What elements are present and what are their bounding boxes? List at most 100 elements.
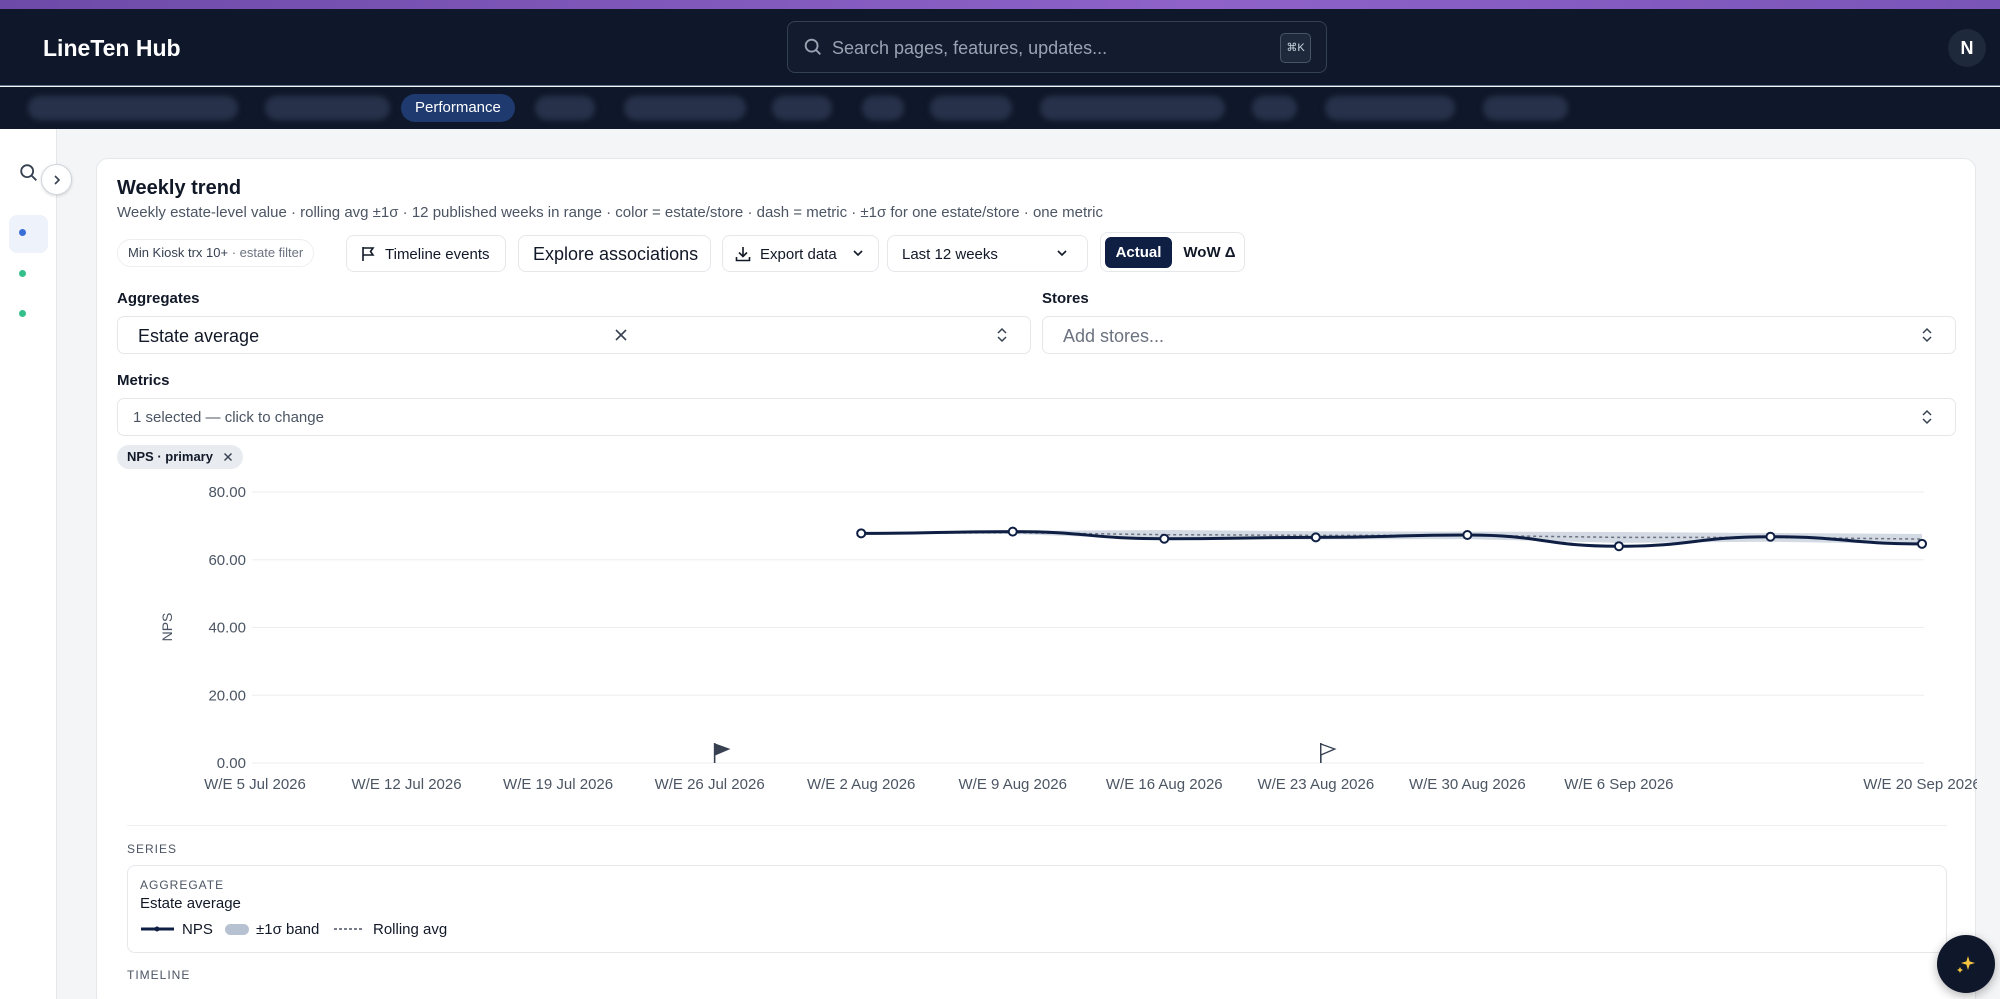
series-heading: SERIES xyxy=(127,842,178,856)
x-tick-label: W/E 12 Jul 2026 xyxy=(352,776,462,793)
series-legend-box: AGGREGATE Estate average NPS ±1σ band Ro… xyxy=(127,865,1947,953)
nps-data-point xyxy=(1917,538,1927,549)
x-tick-label: W/E 5 Jul 2026 xyxy=(204,776,306,793)
nps-data-point xyxy=(1765,531,1776,542)
nav-tab-blurred[interactable] xyxy=(1252,96,1297,120)
date-range-select[interactable]: Last 12 weeks xyxy=(887,235,1088,272)
mode-wow-button[interactable]: WoW Δ xyxy=(1183,244,1236,261)
global-search[interactable]: Search pages, features, updates... ⌘K xyxy=(787,21,1327,73)
top-bar: LineTen Hub Search pages, features, upda… xyxy=(0,9,2000,86)
nav-tab-blurred[interactable] xyxy=(624,96,746,120)
timeline-events-label: Timeline events xyxy=(385,246,490,263)
card-title: Weekly trend xyxy=(117,177,242,199)
section-nav: Performance xyxy=(0,87,2000,129)
metric-tag-nps: NPS · primary xyxy=(117,445,243,469)
section-divider xyxy=(127,825,1947,826)
sparkle-icon xyxy=(1957,956,1975,973)
sidebar-item-dot-icon[interactable] xyxy=(19,270,26,277)
series-group-label: AGGREGATE xyxy=(140,878,225,892)
legend-label-rolling: Rolling avg xyxy=(373,921,448,938)
aggregates-value: Estate average xyxy=(138,326,260,346)
timeline-events-button[interactable]: Timeline events xyxy=(346,235,506,272)
sidebar-expand-button[interactable] xyxy=(41,164,72,195)
legend-label-band: ±1σ band xyxy=(256,921,320,938)
x-tick-label: W/E 16 Aug 2026 xyxy=(1106,776,1223,793)
metrics-label: Metrics xyxy=(117,372,170,389)
flag-icon xyxy=(362,247,375,261)
nav-tab-blurred[interactable] xyxy=(862,96,904,120)
estate-filter-chip[interactable]: Min Kiosk trx 10+ · estate filter xyxy=(117,239,315,267)
event-flag-icon xyxy=(1320,743,1337,756)
explore-associations-button[interactable]: Explore associations xyxy=(518,235,711,272)
nav-tab-blurred[interactable] xyxy=(1483,96,1568,120)
sidebar-item-active[interactable] xyxy=(9,215,48,253)
nav-tab-blurred[interactable] xyxy=(1040,96,1225,120)
chevron-down-icon xyxy=(1057,250,1067,257)
nav-tab-blurred[interactable] xyxy=(930,96,1012,120)
nav-tab-blurred[interactable] xyxy=(1325,96,1455,120)
nav-tab-blurred[interactable] xyxy=(265,96,390,120)
estate-filter-suffix: · estate filter xyxy=(231,245,304,260)
stores-placeholder: Add stores... xyxy=(1063,326,1165,346)
x-tick-label: W/E 26 Jul 2026 xyxy=(655,776,765,793)
explore-associations-label: Explore associations xyxy=(533,244,699,264)
y-tick-label: 20.00 xyxy=(208,687,246,704)
y-tick-label: 40.00 xyxy=(208,620,246,637)
metrics-select[interactable]: 1 selected — click to change xyxy=(117,398,1956,436)
select-arrows-icon xyxy=(1922,409,1932,425)
nav-tab-performance[interactable]: Performance xyxy=(401,94,515,122)
nav-tab-blurred[interactable] xyxy=(772,96,832,120)
nps-data-point xyxy=(1007,526,1018,537)
nav-tab-blurred[interactable] xyxy=(28,96,238,120)
weekly-trend-chart: 0.00 20.00 40.00 60.00 80.00 NPS W/E 5 Jul 202… xyxy=(159,484,1977,793)
legend-swatch-nps xyxy=(141,926,174,932)
user-avatar[interactable]: N xyxy=(1948,29,1986,67)
nps-data-point xyxy=(1159,533,1170,544)
chevron-right-icon xyxy=(54,175,61,185)
estate-filter-label: Min Kiosk trx 10+ xyxy=(128,245,229,260)
x-tick-label: W/E 30 Aug 2026 xyxy=(1409,776,1526,793)
value-mode-toggle: Actual WoW Δ xyxy=(1100,232,1245,272)
legend-swatch-rolling xyxy=(334,928,364,930)
event-flag-icon xyxy=(713,743,731,756)
date-range-value: Last 12 weeks xyxy=(902,246,998,263)
search-input[interactable]: Search pages, features, updates... xyxy=(832,38,1108,58)
timeline-heading: TIMELINE xyxy=(127,968,191,982)
x-tick-label: W/E 2 Aug 2026 xyxy=(807,776,915,793)
stores-select[interactable]: Add stores... xyxy=(1042,316,1956,354)
weekly-trend-card: Weekly trend Weekly estate-level value ·… xyxy=(96,158,1977,999)
y-tick-label: 0.00 xyxy=(217,755,246,772)
stores-label: Stores xyxy=(1042,290,1089,307)
assistant-button[interactable] xyxy=(1937,935,1995,993)
export-data-label: Export data xyxy=(760,246,837,263)
remove-tag-icon[interactable] xyxy=(223,452,233,462)
export-data-button[interactable]: Export data xyxy=(722,235,879,272)
nps-data-point xyxy=(1613,541,1624,552)
sidebar-search-icon[interactable] xyxy=(18,162,40,184)
aggregates-select[interactable]: Estate average xyxy=(117,316,1031,354)
x-tick-label: W/E 6 Sep 2026 xyxy=(1564,776,1673,793)
select-arrows-icon xyxy=(997,327,1007,343)
aggregates-label: Aggregates xyxy=(117,290,200,307)
sidebar-item-dot-icon[interactable] xyxy=(19,310,26,317)
select-arrows-icon xyxy=(1922,327,1932,343)
x-tick-label: W/E 20 Sep 2026 xyxy=(1863,776,1977,793)
metric-tag-label: NPS · primary xyxy=(127,449,213,464)
y-axis-label: NPS xyxy=(159,613,175,642)
x-tick-label: W/E 9 Aug 2026 xyxy=(959,776,1067,793)
y-tick-label: 80.00 xyxy=(208,484,246,501)
search-icon xyxy=(804,38,821,55)
app-title[interactable]: LineTen Hub xyxy=(43,35,181,61)
download-icon xyxy=(735,247,751,262)
x-tick-label: W/E 19 Jul 2026 xyxy=(503,776,613,793)
clear-icon[interactable] xyxy=(614,328,628,342)
nav-dot-icon xyxy=(19,229,26,236)
x-tick-label: W/E 23 Aug 2026 xyxy=(1257,776,1374,793)
nps-data-point xyxy=(1310,532,1321,543)
mode-actual-button[interactable]: Actual xyxy=(1105,237,1172,268)
nav-tab-blurred[interactable] xyxy=(535,96,595,120)
nps-data-point xyxy=(856,528,867,539)
nps-data-point xyxy=(1462,530,1473,541)
metrics-value: 1 selected — click to change xyxy=(133,409,324,426)
card-subtitle: Weekly estate-level value · rolling avg … xyxy=(117,204,1103,221)
